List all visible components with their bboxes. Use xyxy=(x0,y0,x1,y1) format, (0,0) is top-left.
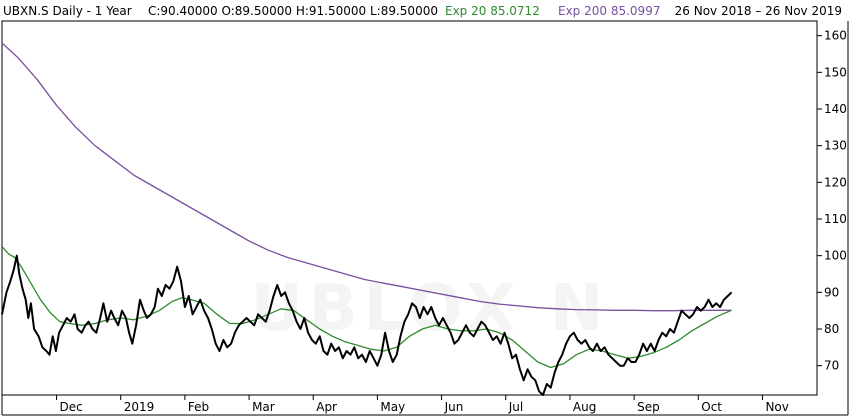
x-tick-label: Mar xyxy=(252,400,275,414)
y-tick-label: 100 xyxy=(824,249,847,263)
y-tick-label: 120 xyxy=(824,175,847,189)
y-tick-label: 110 xyxy=(824,212,847,226)
y-tick-label: 80 xyxy=(824,322,839,336)
x-tick-label: Dec xyxy=(60,400,83,414)
x-tick-label: Jul xyxy=(508,400,523,414)
x-tick-label: Jun xyxy=(444,400,464,414)
x-tick-label: 2019 xyxy=(124,400,155,414)
series-line-exp200 xyxy=(1,42,732,312)
header-exp200: Exp 200 85.0997 xyxy=(558,4,660,18)
header-date-range: 26 Nov 2018 – 26 Nov 2019 xyxy=(675,4,842,18)
x-tick-label: Aug xyxy=(573,400,596,414)
y-tick-label: 160 xyxy=(824,29,847,43)
plot-frame xyxy=(1,20,818,396)
y-axis: 70 80 90 100 110 120 130 140 150 160 xyxy=(817,29,847,373)
y-tick-label: 130 xyxy=(824,139,847,153)
x-tick-label: May xyxy=(380,400,405,414)
x-tick-label: Oct xyxy=(701,400,722,414)
x-tick-label: Nov xyxy=(765,400,788,414)
x-axis: Dec 2019 Feb Mar Apr May Jun Jul Aug Sep Oct Nov xyxy=(56,395,789,414)
header-ohlc: C:90.40000 O:89.50000 H:91.50000 L:89.50… xyxy=(148,4,438,18)
y-tick-label: 150 xyxy=(824,65,847,79)
y-tick-label: 90 xyxy=(824,285,839,299)
x-tick-label: Sep xyxy=(637,400,660,414)
series-layer xyxy=(1,42,733,396)
y-tick-label: 140 xyxy=(824,102,847,116)
header-symbol: UBXN.S Daily - 1 Year xyxy=(3,4,132,18)
y-tick-label: 70 xyxy=(824,359,839,373)
x-tick-label: Feb xyxy=(188,400,209,414)
series-line-price xyxy=(1,254,733,396)
x-tick-label: Apr xyxy=(316,400,337,414)
header-exp20: Exp 20 85.0712 xyxy=(445,4,540,18)
